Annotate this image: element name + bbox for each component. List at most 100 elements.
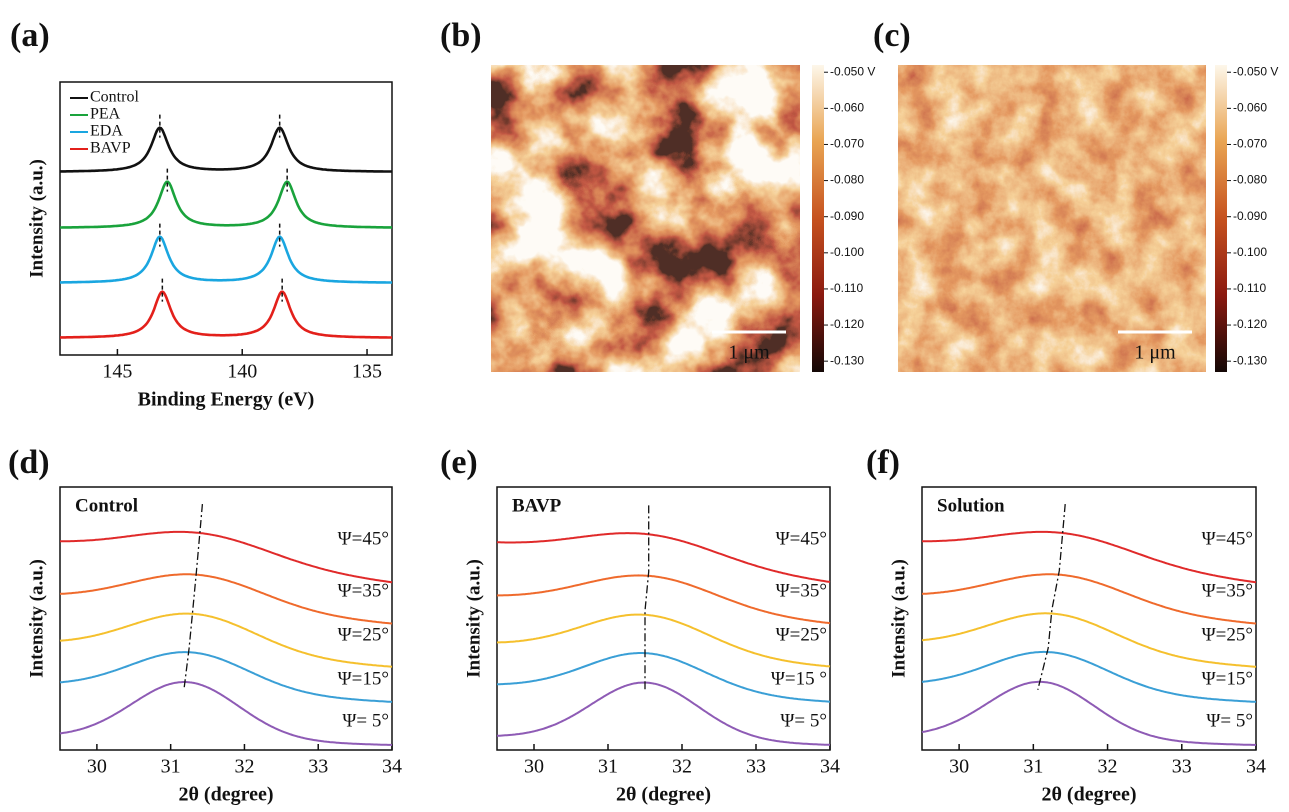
curve [59,612,393,668]
x-tick-label: 30 [949,756,969,778]
series-label: Ψ= 5° [342,710,389,731]
series-label: Ψ=45° [776,528,827,549]
colorbar-label: -0.080 [1233,173,1267,187]
x-axis-label: Binding Energy (eV) [138,389,315,411]
x-tick-label: 34 [382,756,402,778]
x-tick-label: 30 [524,756,544,778]
series-label: Ψ=35° [1202,580,1253,601]
colorbar-label: -0.090 [830,209,864,223]
series-label: Ψ=45° [1202,528,1253,549]
colorbar-label: -0.050 V [1233,64,1278,78]
x-tick-label: 32 [672,756,692,778]
colorbar-label: -0.080 [830,173,864,187]
curve [496,613,831,668]
series-label: Ψ=25° [1202,624,1253,645]
panel-label: (c) [873,17,911,54]
series-label: Ψ=35° [776,580,827,601]
x-tick-label: 32 [234,756,254,778]
series-label: Ψ=25° [776,624,827,645]
curve [60,126,392,173]
x-axis-label: 2θ (degree) [178,784,273,806]
colorbar-label: -0.120 [830,317,864,331]
curve [921,612,1257,668]
panel-label: (b) [440,17,482,54]
x-tick-label: 34 [1246,756,1266,778]
curve [496,574,831,625]
colorbar-label: -0.070 [830,137,864,151]
inset-label: Solution [937,495,1005,516]
curve [921,650,1257,703]
curve [60,290,392,339]
curve [922,530,1257,584]
curve [497,652,831,703]
potential-map [491,65,800,372]
colorbar [812,65,824,372]
x-axis-label: 2θ (degree) [616,784,711,806]
curve [60,235,392,284]
colorbar-label: -0.060 [830,101,864,115]
plot-frame [59,81,393,356]
x-tick-label: 31 [1023,756,1043,778]
curve [60,180,392,229]
x-tick-label: 140 [227,361,257,383]
inset-label: Control [75,495,138,516]
x-tick-label: 32 [1098,756,1118,778]
inset-label: BAVP [512,495,562,516]
series-label: Ψ=15° [338,668,389,689]
series-label: Ψ= 5° [780,710,827,731]
colorbar-label: -0.100 [830,245,864,259]
panel-label: (f) [866,444,900,481]
colorbar-label: -0.050 V [830,64,875,78]
colorbar [1215,65,1227,372]
scale-bar-label: 1 μm [1134,342,1176,364]
colorbar-label: -0.130 [1233,353,1267,367]
series-label: Ψ=15° [1202,668,1253,689]
x-axis-label: 2θ (degree) [1041,784,1136,806]
series-label: Ψ=45° [338,528,389,549]
plot-frame [496,486,831,751]
y-axis-label: Intensity (a.u.) [26,159,47,278]
y-axis-label: Intensity (a.u.) [26,559,47,678]
plot-frame [59,486,393,751]
colorbar-label: -0.110 [830,281,863,295]
curve [59,651,393,703]
colorbar-label: -0.100 [1233,245,1267,259]
curve [921,680,1257,746]
colorbar-label: -0.090 [1233,209,1267,223]
curve [59,681,393,746]
colorbar-label: -0.120 [1233,317,1267,331]
x-tick-label: 34 [820,756,840,778]
potential-map [898,65,1206,372]
series-label: Ψ= 5° [1206,710,1253,731]
panel-label: (a) [10,17,50,54]
series-label: Ψ=15 ° [771,668,827,689]
x-tick-label: 135 [352,361,382,383]
colorbar-label: -0.070 [1233,137,1267,151]
curve [60,530,393,584]
legend-label: Control [90,89,139,106]
panel-label: (e) [440,444,478,481]
legend-label: PEA [90,106,121,123]
colorbar-label: -0.130 [830,353,864,367]
series-label: Ψ=35° [338,580,389,601]
x-tick-label: 31 [161,756,181,778]
curve [497,532,831,583]
x-tick-label: 145 [102,361,132,383]
x-tick-label: 33 [1172,756,1192,778]
x-tick-label: 31 [598,756,618,778]
colorbar-label: -0.110 [1233,281,1266,295]
legend-label: BAVP [90,140,131,157]
plot-frame [921,486,1257,751]
panel-label: (d) [8,444,50,481]
series-label: Ψ=25° [338,624,389,645]
curve [59,573,393,625]
curve [496,681,831,746]
x-tick-label: 33 [746,756,766,778]
colorbar-label: -0.060 [1233,101,1267,115]
x-tick-label: 33 [308,756,328,778]
y-axis-label: Intensity (a.u.) [888,559,909,678]
x-tick-label: 30 [87,756,107,778]
legend-label: EDA [90,123,123,140]
curve [921,573,1257,625]
